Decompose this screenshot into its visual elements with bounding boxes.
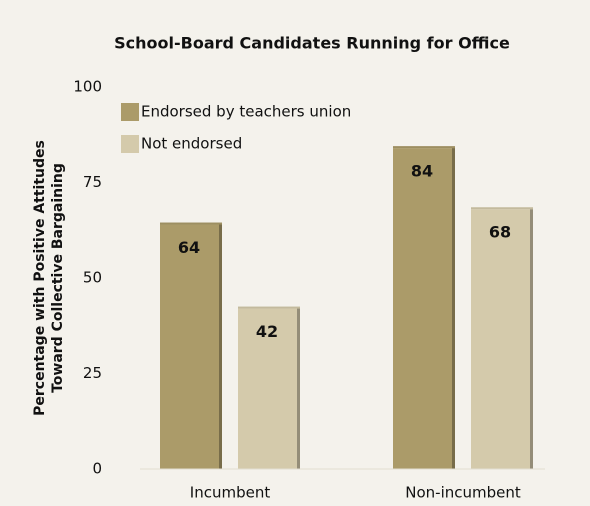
value-label: 68 [489,223,511,242]
legend-label: Endorsed by teachers union [141,103,351,121]
bar-top [160,222,222,225]
y-axis-label: Percentage with Positive Attitudes [32,140,48,416]
bar [238,308,300,469]
value-label: 42 [256,322,278,341]
y-tick-label: 50 [83,269,102,287]
chart-title: School-Board Candidates Running for Offi… [114,34,510,53]
bar-side [452,148,455,469]
legend-swatch [121,135,139,153]
value-label: 84 [411,162,433,181]
bar [160,224,222,469]
x-tick-label: Non-incumbent [405,484,521,502]
bar-top [238,306,300,309]
y-tick-label: 0 [92,460,102,478]
bar [471,209,533,470]
legend-swatch [121,103,139,121]
bar-side [297,308,300,469]
bar-side [219,224,222,469]
bar-top [471,207,533,210]
bar-top [393,146,455,149]
y-tick-label: 25 [83,364,102,382]
x-tick-label: Incumbent [190,484,271,502]
bar-side [530,209,533,470]
legend-label: Not endorsed [141,135,242,153]
y-tick-label: 100 [73,78,102,96]
bar [393,148,455,469]
value-label: 64 [178,238,200,257]
y-tick-label: 75 [83,173,102,191]
y-axis-label: Toward Collective Bargaining [50,163,66,393]
